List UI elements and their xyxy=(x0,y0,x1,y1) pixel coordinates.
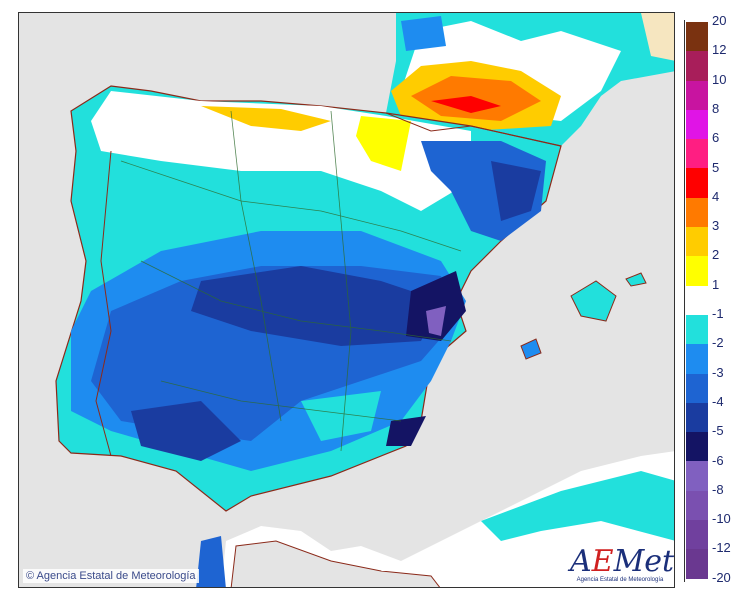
legend-label: -20 xyxy=(712,569,731,585)
legend-label: -5 xyxy=(712,423,724,439)
legend-band xyxy=(686,344,708,374)
legend-band xyxy=(686,314,708,345)
legend-label: -12 xyxy=(712,540,731,556)
legend-band xyxy=(686,22,708,52)
legend-band xyxy=(686,139,708,169)
legend-band xyxy=(686,461,708,491)
temperature-anomaly-map: © Agencia Estatal de Meteorología AEMet … xyxy=(18,12,675,588)
legend-label: 1 xyxy=(712,276,720,292)
balearic-islands xyxy=(570,280,617,322)
aemet-logo: AEMet Agencia Estatal de Meteorología xyxy=(570,544,675,584)
legend-label: 20 xyxy=(712,13,727,28)
legend-label: 10 xyxy=(712,71,727,87)
legend-label: -8 xyxy=(712,481,724,497)
legend-band xyxy=(686,402,708,433)
legend-band xyxy=(686,285,708,315)
legend-band xyxy=(686,490,708,521)
legend-label: -10 xyxy=(712,511,731,527)
legend-band xyxy=(686,549,708,579)
legend-label: 5 xyxy=(712,159,720,175)
legend-label: -3 xyxy=(712,364,724,380)
legend-label: 6 xyxy=(712,130,720,146)
legend-label: 8 xyxy=(712,100,720,116)
legend-label: -2 xyxy=(712,335,724,351)
legend-label: -6 xyxy=(712,452,724,468)
legend-label: -4 xyxy=(712,393,724,409)
legend-label: 4 xyxy=(712,188,720,204)
legend-band xyxy=(686,256,708,286)
legend-band xyxy=(686,168,708,198)
color-legend xyxy=(686,22,708,579)
legend-label: 12 xyxy=(712,42,727,58)
legend-band xyxy=(686,373,708,403)
legend-label: -1 xyxy=(712,306,724,321)
legend-label: 2 xyxy=(712,247,720,263)
legend-band xyxy=(686,227,708,257)
legend-band xyxy=(686,80,708,110)
legend-frame xyxy=(684,20,711,582)
legend-band xyxy=(686,197,708,228)
africa-region xyxy=(221,451,674,587)
legend-band xyxy=(686,432,708,462)
legend-band xyxy=(686,109,708,140)
legend-band xyxy=(686,51,708,81)
copyright-notice: © Agencia Estatal de Meteorología xyxy=(23,569,199,583)
legend-band xyxy=(686,520,708,550)
map-canvas xyxy=(55,13,674,587)
legend-label: 3 xyxy=(712,218,720,234)
